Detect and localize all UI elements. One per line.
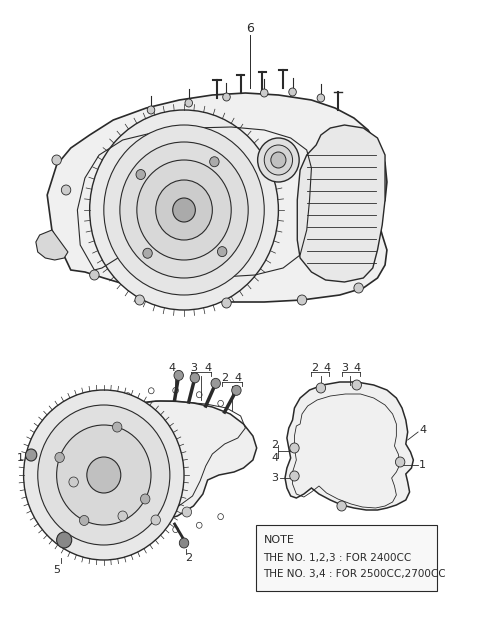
Polygon shape [297,125,385,282]
Circle shape [136,169,145,179]
Circle shape [135,295,144,305]
Circle shape [271,152,286,168]
Circle shape [258,138,299,182]
Circle shape [290,471,299,481]
Bar [256,525,437,591]
Circle shape [57,532,72,548]
Text: 4: 4 [234,373,241,383]
Circle shape [182,507,192,517]
Circle shape [297,295,307,305]
Circle shape [137,160,231,260]
Circle shape [210,157,219,167]
Circle shape [90,110,278,310]
Text: 3: 3 [341,363,348,373]
Circle shape [69,477,78,487]
Circle shape [211,378,220,388]
Circle shape [185,99,192,107]
Circle shape [24,390,184,560]
Text: 2: 2 [311,363,318,373]
Circle shape [25,449,37,461]
Polygon shape [36,230,68,260]
Circle shape [264,145,292,175]
Circle shape [104,125,264,295]
Circle shape [147,106,155,114]
Circle shape [143,248,152,258]
Text: 5: 5 [53,565,60,575]
Circle shape [141,494,150,504]
Circle shape [232,386,241,396]
Circle shape [352,380,361,390]
Text: 4: 4 [353,363,360,373]
Circle shape [80,516,89,526]
Circle shape [55,452,64,462]
Text: 4: 4 [271,453,278,463]
Text: THE NO. 1,2,3 : FOR 2400CC: THE NO. 1,2,3 : FOR 2400CC [264,553,412,563]
Circle shape [289,88,296,96]
Circle shape [222,298,231,308]
Text: 6: 6 [246,21,254,34]
Circle shape [261,89,268,97]
Circle shape [120,142,248,278]
Circle shape [223,93,230,101]
Circle shape [290,443,299,453]
Circle shape [90,270,99,280]
Circle shape [354,283,363,293]
Text: 3: 3 [271,473,278,483]
Polygon shape [47,93,387,302]
Circle shape [173,198,195,222]
Circle shape [180,538,189,548]
Circle shape [52,155,61,165]
Text: 2: 2 [271,440,278,450]
Text: 4: 4 [168,363,175,373]
Circle shape [337,501,347,511]
Circle shape [151,515,160,525]
Circle shape [316,383,325,393]
Text: 1: 1 [420,460,426,470]
Text: 4: 4 [419,425,426,435]
Text: 4: 4 [323,363,330,373]
Text: 3: 3 [190,363,197,373]
Circle shape [317,94,324,102]
Circle shape [396,457,405,467]
Circle shape [156,180,212,240]
Circle shape [174,371,183,381]
Circle shape [38,405,170,545]
Circle shape [57,425,151,525]
Text: 4: 4 [204,363,211,373]
Polygon shape [49,401,257,524]
Text: 2: 2 [221,373,228,383]
Text: 1: 1 [17,453,24,463]
Text: 2: 2 [185,553,192,563]
Circle shape [61,185,71,195]
Text: NOTE: NOTE [264,535,294,545]
Polygon shape [285,382,413,510]
Circle shape [217,247,227,257]
Text: THE NO. 3,4 : FOR 2500CC,2700CC: THE NO. 3,4 : FOR 2500CC,2700CC [264,569,446,579]
Circle shape [87,457,121,493]
Circle shape [112,422,122,432]
Circle shape [118,511,127,521]
Circle shape [190,373,200,383]
